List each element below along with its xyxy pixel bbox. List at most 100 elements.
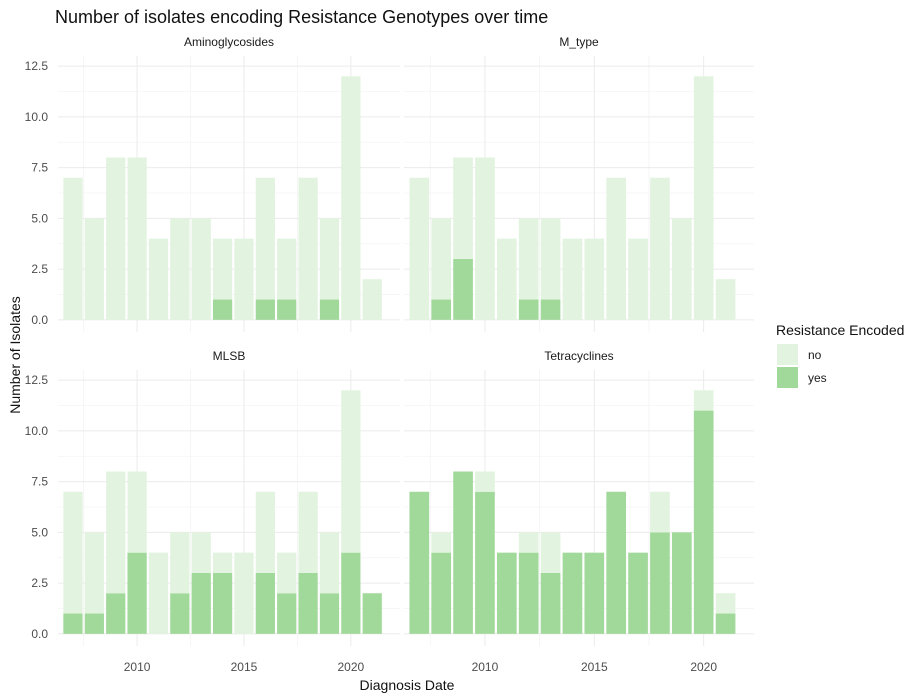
bar-yes [518,552,539,634]
bar-no [341,390,361,553]
legend-title: Resistance Encoded [776,322,904,338]
bar-yes [431,299,452,320]
facet-panel: Aminoglycosides 0.0 2.5 5.0 7.5 10.0 12.5 [25,35,400,332]
bar-no [234,552,254,634]
bar-yes [606,491,627,634]
y-tick-label: 7.5 [31,475,48,489]
bar-yes [277,299,297,320]
bar-no [475,471,495,492]
bar-no [212,238,233,300]
y-tick-label: 0.0 [31,313,48,327]
bar-yes [693,410,714,634]
facet-strip-label: Tetracyclines [544,349,613,363]
bar-no [715,279,736,320]
facet-strip-label: MLSB [213,349,246,363]
bar-no [191,218,211,320]
y-tick-label: 12.5 [25,59,49,73]
bar-no [562,238,583,320]
bar-no [84,218,104,320]
bar-no [148,552,169,634]
bar-no [409,177,430,320]
bar-no [106,471,126,594]
y-tick-label: 7.5 [31,161,48,175]
bar-no [518,532,539,553]
bar-no [63,177,83,320]
y-tick-label: 12.5 [25,373,49,387]
bar-yes [298,572,318,634]
y-tick-label: 0.0 [31,627,48,641]
bar-no [431,532,452,553]
bar-no [298,177,318,320]
y-axis-title: Number of Isolates [7,296,23,414]
bar-no [650,491,670,533]
bar-yes [319,593,340,634]
y-tick-label: 2.5 [31,262,48,276]
y-tick-label: 5.0 [31,211,48,225]
bar-yes [362,593,382,634]
bar-yes [319,299,340,320]
bar-no [715,593,736,614]
bar-yes [496,552,517,634]
bar-no [671,218,692,320]
bar-no [127,471,147,553]
bar-no [496,238,517,320]
bar-yes [212,299,233,320]
bar-yes [170,593,190,634]
bar-no [431,218,452,300]
facet-panel: Tetracyclines 2010 2015 2020 [404,349,754,674]
bar-yes [84,613,104,634]
facet-strip-label: Aminoglycosides [184,35,274,49]
legend-label-yes: yes [808,371,827,385]
bar-no [277,238,297,300]
bar-yes [540,299,561,320]
facet-strip-label: M_type [559,35,599,49]
facet-panels: Aminoglycosides 0.0 2.5 5.0 7.5 10.0 12.5 M_typ… [25,35,754,674]
bar-yes [628,552,648,634]
bar-no [191,532,211,573]
bar-yes [715,613,736,634]
x-axis-title: Diagnosis Date [360,677,455,693]
bar-yes [475,491,495,634]
bar-no [170,532,190,594]
x-tick-label: 2020 [690,660,717,674]
bar-yes [453,471,473,634]
bar-no [693,76,714,320]
bar-no [170,218,190,320]
bar-no [319,532,340,594]
chart-title: Number of isolates encoding Resistance G… [55,7,548,27]
bar-yes [584,552,605,634]
bar-yes [255,572,275,634]
legend: Resistance Encoded no yes [776,322,904,388]
bar-no [106,157,126,320]
bar-no [628,238,648,320]
facet-panel: M_type [404,35,754,332]
bar-no [540,218,561,300]
bar-no [255,177,275,300]
bar-no [475,157,495,320]
legend-swatch-no [777,344,798,365]
y-tick-label: 10.0 [25,424,49,438]
bar-yes [453,258,473,320]
bar-yes [650,532,670,634]
bar-yes [409,491,430,634]
facet-panel: MLSB 0.0 2.5 5.0 7.5 10.0 12.5 2010 2015 2020 [25,349,400,674]
bar-no [693,390,714,411]
bar-yes [63,613,83,634]
bar-no [453,157,473,259]
bar-yes [277,593,297,634]
bar-no [212,552,233,573]
y-tick-label: 2.5 [31,576,48,590]
bar-no [298,491,318,573]
bar-no [63,491,83,614]
bar-yes [191,572,211,634]
bar-yes [212,572,233,634]
bar-yes [106,593,126,634]
legend-label-no: no [808,348,822,362]
bar-no [650,177,670,320]
x-tick-label: 2010 [124,660,151,674]
bar-yes [518,299,539,320]
x-tick-label: 2020 [337,660,364,674]
bar-yes [431,552,452,634]
y-tick-label: 5.0 [31,525,48,539]
